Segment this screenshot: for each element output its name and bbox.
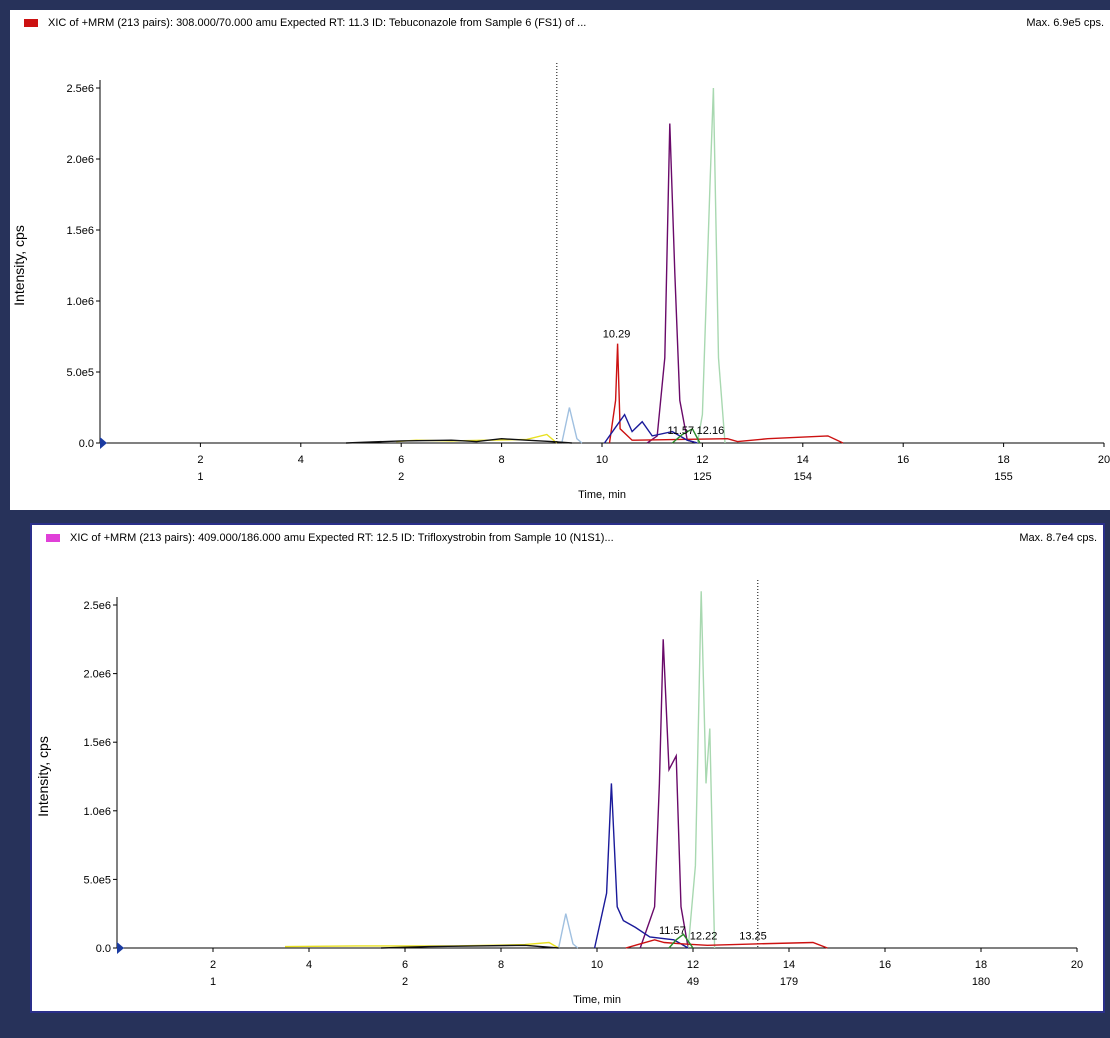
peak-label: 10.29 <box>603 329 631 341</box>
series-line <box>593 783 689 949</box>
x-tick-label: 8 <box>498 959 504 971</box>
series-line <box>608 343 844 444</box>
scan-number-label: 179 <box>780 976 798 988</box>
x-tick-label: 12 <box>687 959 699 971</box>
scan-number-label: 154 <box>794 471 812 483</box>
legend-swatch <box>24 19 38 27</box>
series-line <box>625 939 828 949</box>
x-tick-label: 2 <box>197 454 203 466</box>
series-line <box>380 944 559 949</box>
x-tick-label: 16 <box>897 454 909 466</box>
peak-label: 11.57 <box>667 425 694 437</box>
y-tick-label: 1.0e6 <box>66 296 94 308</box>
x-tick-label: 16 <box>879 959 891 971</box>
x-tick-label: 10 <box>591 959 603 971</box>
scan-number-label: 1 <box>210 976 216 988</box>
panel-title: XIC of +MRM (213 pairs): 308.000/70.000 … <box>48 17 587 29</box>
chromatogram-panel-top: XIC of +MRM (213 pairs): 308.000/70.000 … <box>10 10 1110 510</box>
series-line <box>639 639 689 949</box>
y-tick-label: 0.0 <box>79 438 94 450</box>
x-tick-label: 8 <box>499 454 505 466</box>
series-line <box>696 87 726 444</box>
max-intensity-label: Max. 8.7e4 cps. <box>1019 532 1097 544</box>
y-tick-label: 1.0e6 <box>83 806 111 818</box>
scan-number-label: 1 <box>197 471 203 483</box>
x-tick-label: 14 <box>783 959 795 971</box>
origin-marker <box>117 942 124 954</box>
x-tick-label: 20 <box>1098 454 1110 466</box>
x-tick-label: 14 <box>797 454 809 466</box>
y-tick-label: 1.5e6 <box>66 225 94 237</box>
scan-number-label: 2 <box>398 471 404 483</box>
y-tick-label: 5.0e5 <box>83 874 111 886</box>
panel-header: XIC of +MRM (213 pairs): 409.000/186.000… <box>32 525 1103 553</box>
scan-number-label: 125 <box>693 471 711 483</box>
x-tick-label: 12 <box>696 454 708 466</box>
panel-title: XIC of +MRM (213 pairs): 409.000/186.000… <box>70 532 614 544</box>
series-line <box>646 123 698 444</box>
y-tick-label: 2.0e6 <box>83 669 111 681</box>
scan-number-label: 180 <box>972 976 990 988</box>
series-line <box>557 913 579 949</box>
y-axis-title: Intensity, cps <box>35 736 51 817</box>
y-tick-label: 5.0e5 <box>66 367 94 379</box>
max-intensity-label: Max. 6.9e5 cps. <box>1026 17 1104 29</box>
series-line <box>345 437 572 444</box>
x-axis-title: Time, min <box>578 489 626 501</box>
x-tick-label: 18 <box>975 959 987 971</box>
scan-number-label: 155 <box>994 471 1012 483</box>
scan-number-label: 49 <box>687 976 699 988</box>
y-tick-label: 2.5e6 <box>83 600 111 612</box>
peak-label: 11.57 <box>659 925 686 937</box>
legend-swatch <box>46 534 60 542</box>
peak-label: 12.16 <box>697 425 725 437</box>
x-tick-label: 4 <box>298 454 304 466</box>
x-tick-label: 10 <box>596 454 608 466</box>
series-line <box>561 407 583 444</box>
y-tick-label: 2.0e6 <box>66 154 94 166</box>
x-tick-label: 18 <box>997 454 1009 466</box>
y-tick-label: 0.0 <box>96 943 111 955</box>
series-line <box>671 427 701 444</box>
y-tick-label: 1.5e6 <box>83 737 111 749</box>
series-line <box>687 591 716 949</box>
y-axis-title: Intensity, cps <box>11 225 27 306</box>
chromatogram-panel-bottom: XIC of +MRM (213 pairs): 409.000/186.000… <box>30 523 1105 1013</box>
x-tick-label: 20 <box>1071 959 1083 971</box>
x-tick-label: 4 <box>306 959 312 971</box>
series-line <box>603 413 698 444</box>
y-tick-label: 2.5e6 <box>66 83 94 95</box>
origin-marker <box>100 437 107 449</box>
x-tick-label: 6 <box>398 454 404 466</box>
peak-label: 12.22 <box>690 930 718 942</box>
peak-label: 13.25 <box>739 930 767 942</box>
scan-number-label: 2 <box>402 976 408 988</box>
x-tick-label: 2 <box>210 959 216 971</box>
x-tick-label: 6 <box>402 959 408 971</box>
panel-header: XIC of +MRM (213 pairs): 308.000/70.000 … <box>10 10 1110 38</box>
series-line <box>668 933 694 949</box>
x-axis-title: Time, min <box>573 994 621 1006</box>
